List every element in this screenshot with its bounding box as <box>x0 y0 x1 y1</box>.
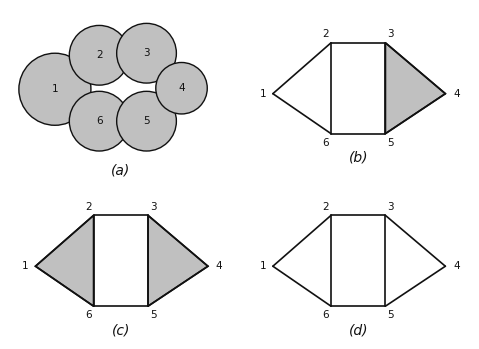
Circle shape <box>19 53 91 125</box>
Circle shape <box>69 25 129 85</box>
Text: 3: 3 <box>150 202 157 212</box>
Text: 4: 4 <box>178 83 185 93</box>
Text: (b): (b) <box>348 150 368 164</box>
Text: 4: 4 <box>453 261 459 271</box>
Text: 6: 6 <box>322 310 329 320</box>
Text: (c): (c) <box>112 323 130 337</box>
Circle shape <box>117 91 176 151</box>
Polygon shape <box>148 215 208 306</box>
Text: 2: 2 <box>322 202 329 212</box>
Text: (a): (a) <box>111 164 130 178</box>
Circle shape <box>69 91 129 151</box>
Polygon shape <box>386 43 445 134</box>
Text: 4: 4 <box>216 261 222 271</box>
Text: 1: 1 <box>52 84 58 94</box>
Text: 3: 3 <box>388 29 394 39</box>
Text: 1: 1 <box>260 89 266 99</box>
Polygon shape <box>35 215 93 306</box>
Text: 5: 5 <box>388 310 394 320</box>
Text: 4: 4 <box>453 89 459 99</box>
Text: 6: 6 <box>85 310 91 320</box>
Text: 5: 5 <box>388 138 394 148</box>
Text: 2: 2 <box>322 29 329 39</box>
Text: 3: 3 <box>388 202 394 212</box>
Text: 5: 5 <box>143 116 150 126</box>
Text: 6: 6 <box>322 138 329 148</box>
Text: (d): (d) <box>348 323 368 337</box>
Text: 2: 2 <box>85 202 91 212</box>
Circle shape <box>117 23 176 83</box>
Text: 6: 6 <box>96 116 103 126</box>
Text: 5: 5 <box>150 310 157 320</box>
Text: 3: 3 <box>143 48 150 58</box>
Text: 2: 2 <box>96 50 103 60</box>
Text: 1: 1 <box>22 261 29 271</box>
Circle shape <box>156 62 207 114</box>
Text: 1: 1 <box>260 261 266 271</box>
